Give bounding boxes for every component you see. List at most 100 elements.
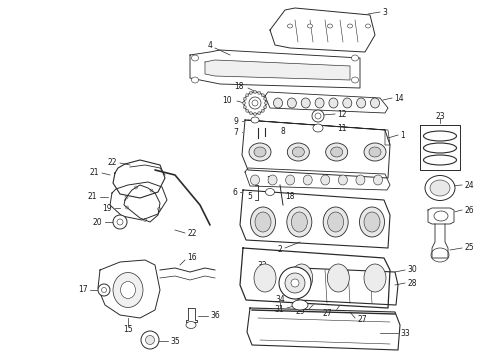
Ellipse shape [146, 336, 154, 345]
Ellipse shape [364, 264, 386, 292]
Ellipse shape [251, 117, 259, 123]
Ellipse shape [288, 24, 293, 28]
Ellipse shape [327, 264, 349, 292]
Ellipse shape [327, 24, 333, 28]
Ellipse shape [425, 175, 455, 201]
Ellipse shape [192, 77, 198, 83]
Ellipse shape [369, 147, 381, 157]
Ellipse shape [323, 207, 348, 237]
Ellipse shape [261, 94, 264, 97]
Polygon shape [265, 92, 388, 113]
Text: 25: 25 [464, 243, 474, 252]
Text: 18: 18 [235, 81, 244, 90]
Ellipse shape [301, 98, 310, 108]
Ellipse shape [186, 321, 196, 328]
Ellipse shape [253, 112, 256, 116]
Ellipse shape [98, 284, 110, 296]
Ellipse shape [373, 175, 383, 185]
Text: 22: 22 [187, 229, 196, 238]
Polygon shape [270, 8, 375, 52]
Text: 20: 20 [93, 217, 102, 226]
Polygon shape [428, 208, 454, 224]
Polygon shape [420, 125, 460, 170]
Ellipse shape [249, 112, 252, 115]
Text: 15: 15 [123, 324, 133, 333]
Ellipse shape [249, 91, 252, 94]
Ellipse shape [360, 207, 385, 237]
Ellipse shape [249, 143, 271, 161]
Text: 28: 28 [407, 279, 416, 288]
Text: 24: 24 [464, 180, 474, 189]
Ellipse shape [249, 97, 261, 109]
Text: 2: 2 [277, 246, 282, 255]
Ellipse shape [329, 98, 338, 108]
Ellipse shape [117, 219, 123, 225]
Ellipse shape [343, 98, 352, 108]
Text: 17: 17 [78, 285, 88, 294]
Ellipse shape [370, 98, 379, 108]
Ellipse shape [279, 267, 311, 299]
Polygon shape [205, 60, 350, 80]
Ellipse shape [261, 109, 264, 112]
Ellipse shape [364, 212, 380, 232]
Polygon shape [240, 248, 390, 308]
Ellipse shape [292, 300, 308, 310]
Text: 10: 10 [222, 95, 232, 104]
Text: 34: 34 [275, 296, 285, 305]
Ellipse shape [285, 273, 305, 293]
Text: 21: 21 [88, 192, 97, 201]
Polygon shape [247, 308, 400, 350]
Ellipse shape [253, 90, 256, 94]
Ellipse shape [292, 212, 307, 232]
Text: 4: 4 [208, 41, 213, 50]
Text: 27: 27 [357, 315, 367, 324]
Polygon shape [190, 50, 360, 88]
Polygon shape [432, 224, 448, 258]
Ellipse shape [250, 207, 275, 237]
Ellipse shape [264, 106, 267, 109]
Ellipse shape [351, 55, 359, 61]
Ellipse shape [250, 175, 260, 185]
Ellipse shape [265, 102, 268, 104]
Ellipse shape [192, 55, 198, 61]
Ellipse shape [266, 189, 274, 195]
Text: 8: 8 [280, 126, 285, 135]
Ellipse shape [303, 175, 312, 185]
Polygon shape [240, 190, 390, 248]
Ellipse shape [291, 279, 299, 287]
Ellipse shape [264, 97, 267, 100]
Ellipse shape [351, 77, 359, 83]
Ellipse shape [268, 175, 277, 185]
Text: 35: 35 [170, 337, 180, 346]
Polygon shape [296, 268, 398, 305]
Text: 9: 9 [233, 117, 238, 126]
Text: 33: 33 [400, 328, 410, 338]
Ellipse shape [244, 106, 246, 109]
Polygon shape [245, 168, 390, 190]
Ellipse shape [339, 175, 347, 185]
Text: 13: 13 [267, 176, 276, 185]
Ellipse shape [244, 97, 246, 100]
Text: 12: 12 [337, 109, 346, 118]
Text: 27: 27 [322, 309, 332, 318]
Text: 29: 29 [295, 306, 305, 315]
Text: 6: 6 [232, 188, 237, 197]
Ellipse shape [364, 143, 386, 161]
Ellipse shape [258, 91, 261, 94]
Ellipse shape [308, 24, 313, 28]
Ellipse shape [357, 98, 366, 108]
Text: 32: 32 [257, 261, 267, 270]
Text: 3: 3 [382, 8, 387, 17]
Ellipse shape [347, 24, 352, 28]
Text: 5: 5 [247, 192, 252, 201]
Text: 21: 21 [90, 167, 99, 176]
Ellipse shape [331, 147, 343, 157]
Ellipse shape [321, 175, 330, 185]
Text: 1: 1 [400, 131, 405, 140]
Polygon shape [242, 120, 390, 178]
Ellipse shape [328, 212, 343, 232]
Ellipse shape [356, 175, 365, 185]
Text: 23: 23 [435, 112, 445, 121]
Ellipse shape [141, 331, 159, 349]
Text: 14: 14 [394, 94, 404, 103]
